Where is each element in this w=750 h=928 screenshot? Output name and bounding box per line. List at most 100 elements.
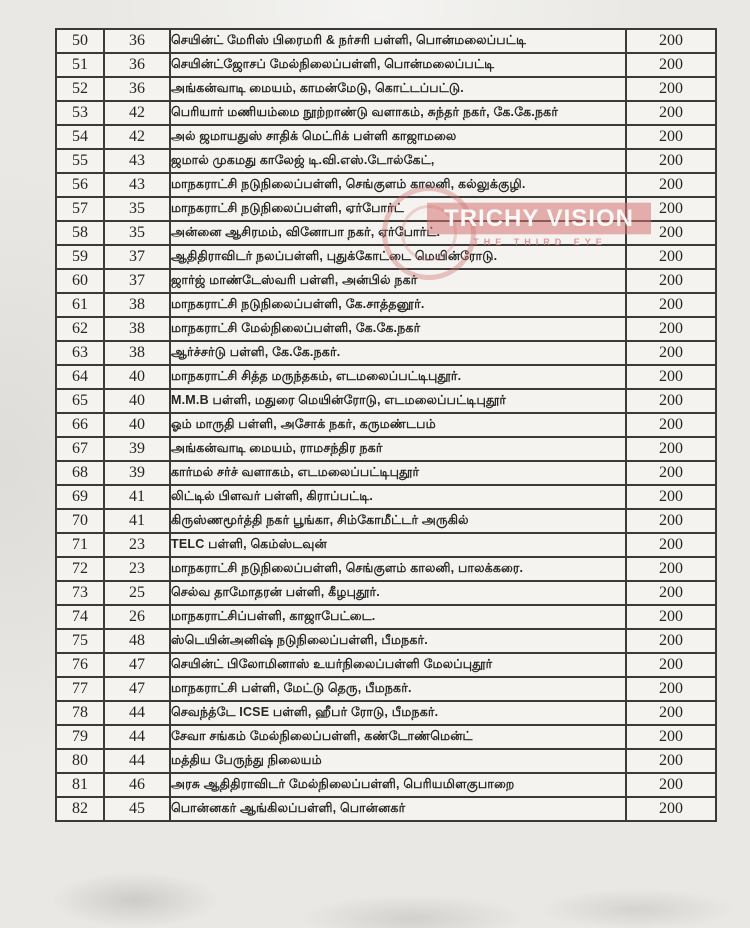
table-row: 81 46 அரசு ஆதிதிராவிடர் மேல்நிலைப்பள்ளி,… bbox=[55, 772, 717, 798]
serial-number-cell: 80 bbox=[55, 748, 105, 774]
ward-number-cell: 36 bbox=[103, 76, 171, 102]
serial-number-cell: 60 bbox=[55, 268, 105, 294]
ward-number-cell: 37 bbox=[103, 268, 171, 294]
table-row: 66 40 ஓம் மாருதி பள்ளி, அசோக் நகர், கரும… bbox=[55, 412, 717, 438]
serial-number-cell: 78 bbox=[55, 700, 105, 726]
polling-table-body: 50 36 செயின்ட் மேரிஸ் பிரைமரி & நர்சரி ப… bbox=[55, 28, 717, 822]
polling-station-name-cell: ஜார்ஜ் மாண்டேஸ்வரி பள்ளி, அன்பில் நகர் bbox=[169, 268, 627, 294]
ward-number-cell: 35 bbox=[103, 220, 171, 246]
ward-number-cell: 39 bbox=[103, 436, 171, 462]
voter-count-cell: 200 bbox=[625, 436, 717, 462]
voter-count-cell: 200 bbox=[625, 100, 717, 126]
ward-number-cell: 36 bbox=[103, 28, 171, 54]
polling-stations-table: 50 36 செயின்ட் மேரிஸ் பிரைமரி & நர்சரி ப… bbox=[55, 28, 717, 822]
voter-count-cell: 200 bbox=[625, 340, 717, 366]
serial-number-cell: 51 bbox=[55, 52, 105, 78]
ward-number-cell: 37 bbox=[103, 244, 171, 270]
table-row: 59 37 ஆதிதிராவிடர் நலப்பள்ளி, புதுக்கோட்… bbox=[55, 244, 717, 270]
table-row: 56 43 மாநகராட்சி நடுநிலைப்பள்ளி, செங்குள… bbox=[55, 172, 717, 198]
polling-station-name-cell: லிட்டில் பிளவர் பள்ளி, கிராப்பட்டி. bbox=[169, 484, 627, 510]
ward-number-cell: 23 bbox=[103, 532, 171, 558]
ward-number-cell: 46 bbox=[103, 772, 171, 798]
serial-number-cell: 66 bbox=[55, 412, 105, 438]
polling-station-name-cell: செயின்ட் மேரிஸ் பிரைமரி & நர்சரி பள்ளி, … bbox=[169, 28, 627, 54]
ward-number-cell: 47 bbox=[103, 652, 171, 678]
voter-count-cell: 200 bbox=[625, 220, 717, 246]
ward-number-cell: 44 bbox=[103, 724, 171, 750]
voter-count-cell: 200 bbox=[625, 364, 717, 390]
ward-number-cell: 39 bbox=[103, 460, 171, 486]
polling-station-name-cell: கிருஸ்ணமூர்த்தி நகர் பூங்கா, சிம்கோமீட்ட… bbox=[169, 508, 627, 534]
ward-number-cell: 42 bbox=[103, 100, 171, 126]
voter-count-cell: 200 bbox=[625, 532, 717, 558]
table-row: 52 36 அங்கன்வாடி மையம், காமன்மேடு, கொட்ட… bbox=[55, 76, 717, 102]
serial-number-cell: 55 bbox=[55, 148, 105, 174]
serial-number-cell: 64 bbox=[55, 364, 105, 390]
voter-count-cell: 200 bbox=[625, 244, 717, 270]
ward-number-cell: 48 bbox=[103, 628, 171, 654]
voter-count-cell: 200 bbox=[625, 748, 717, 774]
serial-number-cell: 57 bbox=[55, 196, 105, 222]
ward-number-cell: 42 bbox=[103, 124, 171, 150]
table-row: 58 35 அன்னை ஆசிரமம், வினோபா நகர், ஏர்போர… bbox=[55, 220, 717, 246]
voter-count-cell: 200 bbox=[625, 796, 717, 822]
serial-number-cell: 68 bbox=[55, 460, 105, 486]
serial-number-cell: 73 bbox=[55, 580, 105, 606]
voter-count-cell: 200 bbox=[625, 268, 717, 294]
serial-number-cell: 72 bbox=[55, 556, 105, 582]
polling-station-name-cell: செல்வ தாமோதரன் பள்ளி, கீழபுதூர். bbox=[169, 580, 627, 606]
table-row: 60 37 ஜார்ஜ் மாண்டேஸ்வரி பள்ளி, அன்பில் … bbox=[55, 268, 717, 294]
polling-station-name-cell: செவந்த்டே ICSE பள்ளி, ஹீபர் ரோடு, பீமநகர… bbox=[169, 700, 627, 726]
polling-station-name-cell: அங்கன்வாடி மையம், ராமசந்திர நகர் bbox=[169, 436, 627, 462]
table-row: 57 35 மாநகராட்சி நடுநிலைப்பள்ளி, ஏர்போர்… bbox=[55, 196, 717, 222]
voter-count-cell: 200 bbox=[625, 412, 717, 438]
serial-number-cell: 71 bbox=[55, 532, 105, 558]
table-row: 50 36 செயின்ட் மேரிஸ் பிரைமரி & நர்சரி ப… bbox=[55, 28, 717, 54]
polling-station-name-cell: ஜமால் முகமது காலேஜ் டி.வி.எஸ்.டோல்கேட், bbox=[169, 148, 627, 174]
table-row: 64 40 மாநகராட்சி சித்த மருந்தகம், எடமலைப… bbox=[55, 364, 717, 390]
polling-station-name-cell: TELC பள்ளி, கெம்ஸ்டவுன் bbox=[169, 532, 627, 558]
polling-station-name-cell: ஓம் மாருதி பள்ளி, அசோக் நகர், கருமண்டபம் bbox=[169, 412, 627, 438]
polling-station-name-cell: சேவா சங்கம் மேல்நிலைப்பள்ளி, கண்டோண்மென்… bbox=[169, 724, 627, 750]
serial-number-cell: 62 bbox=[55, 316, 105, 342]
voter-count-cell: 200 bbox=[625, 556, 717, 582]
serial-number-cell: 52 bbox=[55, 76, 105, 102]
polling-station-name-cell: அங்கன்வாடி மையம், காமன்மேடு, கொட்டப்பட்ட… bbox=[169, 76, 627, 102]
serial-number-cell: 79 bbox=[55, 724, 105, 750]
ward-number-cell: 41 bbox=[103, 508, 171, 534]
voter-count-cell: 200 bbox=[625, 292, 717, 318]
table-row: 55 43 ஜமால் முகமது காலேஜ் டி.வி.எஸ்.டோல்… bbox=[55, 148, 717, 174]
voter-count-cell: 200 bbox=[625, 628, 717, 654]
polling-station-name-cell: மாநகராட்சி நடுநிலைப்பள்ளி, செங்குளம் கால… bbox=[169, 172, 627, 198]
voter-count-cell: 200 bbox=[625, 772, 717, 798]
serial-number-cell: 67 bbox=[55, 436, 105, 462]
serial-number-cell: 54 bbox=[55, 124, 105, 150]
ward-number-cell: 44 bbox=[103, 748, 171, 774]
ward-number-cell: 43 bbox=[103, 148, 171, 174]
table-row: 70 41 கிருஸ்ணமூர்த்தி நகர் பூங்கா, சிம்க… bbox=[55, 508, 717, 534]
voter-count-cell: 200 bbox=[625, 148, 717, 174]
voter-count-cell: 200 bbox=[625, 580, 717, 606]
table-row: 71 23 TELC பள்ளி, கெம்ஸ்டவுன் 200 bbox=[55, 532, 717, 558]
table-row: 53 42 பெரியார் மணியம்மை நூற்றாண்டு வளாகம… bbox=[55, 100, 717, 126]
table-row: 82 45 பொன்னகர் ஆங்கிலப்பள்ளி, பொன்னகர் 2… bbox=[55, 796, 717, 822]
polling-station-name-cell: பொன்னகர் ஆங்கிலப்பள்ளி, பொன்னகர் bbox=[169, 796, 627, 822]
polling-station-name-cell: ஆதிதிராவிடர் நலப்பள்ளி, புதுக்கோட்டை மெய… bbox=[169, 244, 627, 270]
ward-number-cell: 38 bbox=[103, 292, 171, 318]
voter-count-cell: 200 bbox=[625, 196, 717, 222]
serial-number-cell: 75 bbox=[55, 628, 105, 654]
serial-number-cell: 69 bbox=[55, 484, 105, 510]
serial-number-cell: 81 bbox=[55, 772, 105, 798]
table-row: 73 25 செல்வ தாமோதரன் பள்ளி, கீழபுதூர். 2… bbox=[55, 580, 717, 606]
ward-number-cell: 26 bbox=[103, 604, 171, 630]
voter-count-cell: 200 bbox=[625, 604, 717, 630]
serial-number-cell: 65 bbox=[55, 388, 105, 414]
serial-number-cell: 59 bbox=[55, 244, 105, 270]
serial-number-cell: 82 bbox=[55, 796, 105, 822]
table-row: 54 42 அல் ஜமாயதுஸ் சாதிக் மெட்ரிக் பள்ளி… bbox=[55, 124, 717, 150]
table-row: 79 44 சேவா சங்கம் மேல்நிலைப்பள்ளி, கண்டோ… bbox=[55, 724, 717, 750]
serial-number-cell: 63 bbox=[55, 340, 105, 366]
serial-number-cell: 77 bbox=[55, 676, 105, 702]
ward-number-cell: 35 bbox=[103, 196, 171, 222]
ward-number-cell: 36 bbox=[103, 52, 171, 78]
